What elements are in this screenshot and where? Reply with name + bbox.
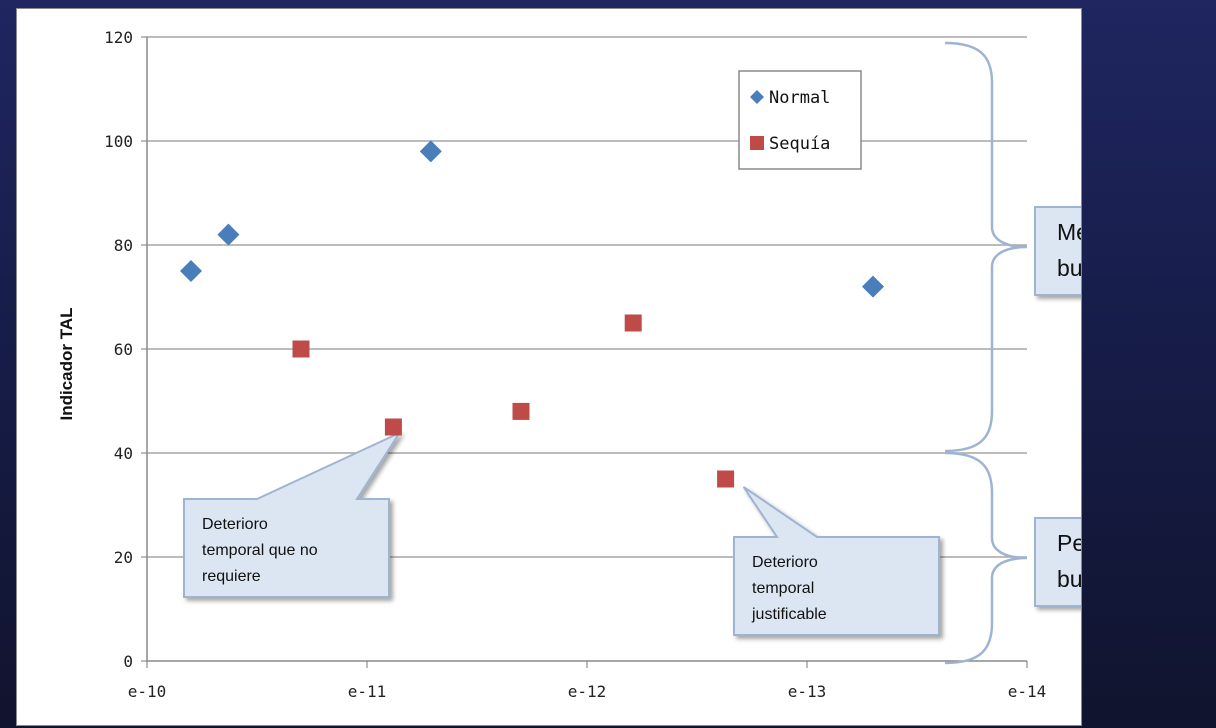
bracket-label-box-0 (1034, 206, 1081, 296)
point-normal (217, 223, 240, 246)
point-normal (419, 140, 442, 163)
bracket-label-line: bueno (1057, 255, 1081, 281)
y-tick-label: 60 (114, 340, 133, 359)
x-tick-label: e-14 (1008, 682, 1047, 701)
y-tick-label: 120 (104, 28, 133, 47)
x-tick-label: e-12 (568, 682, 607, 701)
data-points (180, 140, 884, 488)
callouts: Deterioro temporal que no requiere Deterior… (183, 430, 940, 636)
point-normal (862, 275, 884, 298)
point-normal (180, 260, 202, 282)
x-tick-label: e-10 (128, 682, 167, 701)
axes (141, 36, 1028, 668)
y-tick-label: 80 (114, 236, 133, 255)
callout-text-line: requiere (202, 568, 261, 585)
bracket-label-line: bueno (1057, 566, 1081, 592)
legend: Normal Sequía (738, 70, 862, 170)
bracket-1 (944, 451, 1028, 665)
callout-text-line: temporal que no (202, 542, 318, 559)
point-sequia (292, 340, 310, 358)
callout-text-line: temporal (752, 580, 814, 597)
y-tick-label: 40 (114, 444, 133, 463)
y-tick-labels: 0 20 40 60 80 100 120 (104, 28, 133, 671)
x-tick-labels: e-10 e-11 e-12 e-13 e-14 (128, 682, 1047, 701)
x-tick-label: e-11 (348, 682, 387, 701)
bracket-label-box-1 (1034, 517, 1081, 607)
point-sequia (717, 470, 735, 488)
callout-text-line: Deterioro (202, 516, 268, 533)
y-tick-label: 20 (114, 548, 133, 567)
brackets: Mejor que bueno Peor que bueno (944, 41, 1081, 665)
legend-label: Sequía (769, 134, 830, 154)
legend-marker-normal (750, 90, 764, 104)
callout-box-1 (733, 486, 940, 636)
y-tick-label: 100 (104, 132, 133, 151)
point-sequia (384, 418, 402, 436)
x-tick-label: e-13 (788, 682, 827, 701)
point-sequia (512, 402, 530, 420)
grid-lines (147, 36, 1027, 558)
y-tick-label: 0 (123, 652, 133, 671)
callout-box-0 (183, 430, 403, 598)
legend-label: Normal (769, 88, 830, 108)
legend-marker-sequia (750, 136, 764, 150)
bracket-label-line: Mejor que (1057, 219, 1081, 245)
point-sequia (624, 314, 642, 332)
bracket-0 (944, 41, 1028, 453)
legend-box (738, 70, 862, 170)
callout-text-line: Deterioro (752, 554, 818, 571)
y-axis-label: Indicador TAL (57, 307, 76, 420)
chart-panel: Indicador TAL 0 20 40 60 80 100 120 e-10 e-11 e-… (16, 8, 1082, 726)
callout-text-line: justificable (751, 606, 827, 623)
bracket-label-line: Peor que (1057, 530, 1081, 556)
